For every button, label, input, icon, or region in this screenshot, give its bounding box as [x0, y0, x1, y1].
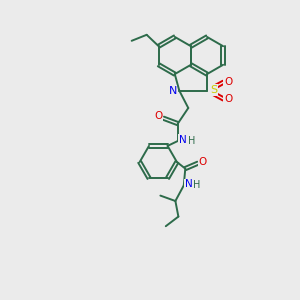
Text: S: S [210, 85, 217, 95]
Text: O: O [199, 157, 207, 167]
Text: O: O [224, 94, 232, 104]
Text: H: H [193, 180, 201, 190]
Text: N: N [169, 85, 177, 96]
Text: N: N [179, 135, 187, 145]
Text: H: H [188, 136, 195, 146]
Text: N: N [185, 179, 193, 189]
Text: O: O [224, 77, 232, 87]
Text: O: O [154, 111, 163, 122]
